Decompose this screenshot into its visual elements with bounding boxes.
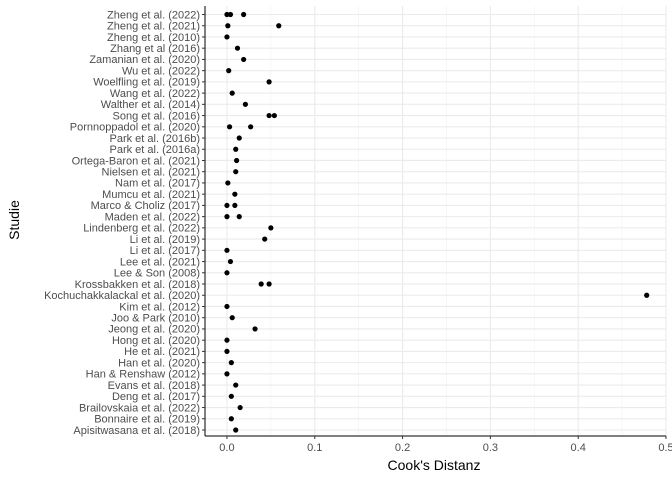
y-tick-label: Bonnaire et al. (2019) [94, 414, 200, 426]
axis-layer [202, 6, 667, 439]
data-point [248, 124, 254, 130]
y-tick-label: Apisitwasana et al. (2018) [73, 425, 200, 437]
x-axis-title: Cook's Distanz [388, 457, 481, 473]
data-point [225, 180, 231, 186]
y-tick-label: Lee & Son (2008) [114, 268, 200, 280]
y-tick-label: Kochuchakkalackal et al. (2020) [44, 290, 200, 302]
data-point [271, 112, 277, 119]
x-tick-label: 0.2 [395, 442, 410, 454]
data-point [224, 214, 230, 220]
data-point [226, 124, 233, 130]
y-tick-label: He et al. (2021) [124, 346, 200, 358]
x-tick-label: 0.1 [307, 442, 322, 454]
y-tick-label: Song et al. (2016) [113, 110, 200, 122]
y-tick-label: Li et al. (2017) [130, 245, 200, 257]
y-tick-label: Deng et al. (2017) [112, 391, 200, 403]
data-point [224, 270, 230, 276]
data-point [226, 68, 232, 74]
y-tick-label: Evans et al. (2018) [108, 380, 200, 392]
y-tick-label: Brailovskaia et al. (2022) [79, 402, 200, 414]
data-point [229, 90, 235, 96]
y-tick-label: Walther et al. (2014) [101, 99, 200, 111]
data-point [266, 112, 272, 119]
y-tick-label: Kim et al. (2012) [119, 301, 200, 313]
data-point [234, 157, 240, 164]
y-tick-label: Zheng et al. (2021) [107, 21, 200, 33]
data-point [266, 281, 272, 287]
y-tick-label: Woelfling et al. (2019) [93, 77, 200, 89]
y-tick-label: Wang et al. (2022) [110, 88, 200, 100]
data-point [232, 191, 238, 197]
y-tick-label: Pornnoppadol et al. (2020) [70, 122, 200, 134]
y-tick-label: Zhang et al (2016) [110, 43, 200, 55]
data-point [242, 101, 248, 107]
y-tick-label: Marco & Choliz (2017) [91, 200, 200, 212]
x-tick-labels: 0.0 0.1 0.2 0.3 0.4 0.5 [219, 442, 672, 454]
y-tick-label: Han et al. (2020) [118, 357, 200, 369]
data-point [224, 34, 230, 40]
y-tick-label: Krossbakken et al. (2018) [75, 279, 200, 291]
y-tick-label: Jeong et al. (2020) [108, 324, 200, 336]
data-point [233, 427, 239, 433]
data-point [224, 303, 230, 310]
y-tick-label: Maden et al. (2022) [105, 211, 200, 223]
y-tick-label: Lee et al. (2021) [120, 256, 200, 268]
data-point [241, 11, 247, 18]
y-tick-label: Park et al. (2016b) [110, 133, 201, 145]
y-tick-label: Wu et al. (2022) [122, 65, 200, 77]
x-tick-label: 0.4 [571, 442, 586, 454]
data-point [228, 393, 234, 399]
data-point [262, 236, 268, 242]
data-point [233, 382, 239, 388]
y-tick-label: Ortega-Baron et al. (2021) [72, 155, 200, 167]
grid-layer [205, 6, 667, 436]
y-tick-label: Hong et al. (2020) [112, 335, 200, 347]
data-point [252, 326, 258, 332]
y-tick-label: Zamanian et al. (2020) [89, 54, 200, 66]
data-point [644, 292, 650, 298]
x-tick-label: 0.3 [483, 442, 498, 454]
data-point [236, 135, 242, 141]
y-tick-label: Nam et al. (2017) [115, 178, 200, 190]
data-point [224, 247, 230, 253]
data-point [236, 214, 242, 220]
y-tick-label: Li et al. (2019) [130, 234, 200, 246]
data-point [234, 45, 241, 51]
data-point [227, 11, 234, 18]
data-point [266, 79, 272, 85]
data-point [227, 258, 234, 265]
data-point [224, 202, 230, 209]
x-tick-label: 0.5 [658, 442, 672, 454]
data-point [229, 315, 235, 321]
y-axis-title: Studie [6, 200, 22, 240]
y-tick-label: Mumcu et al. (2021) [102, 189, 200, 201]
y-tick-label: Joo & Park (2010) [111, 313, 200, 325]
y-tick-label: Zheng et al. (2022) [107, 9, 200, 21]
y-tick-label: Zheng et al. (2010) [107, 32, 200, 44]
data-point [232, 202, 238, 209]
y-tick-label: Park et al. (2016a) [110, 144, 201, 156]
data-point [258, 281, 264, 287]
data-point [224, 371, 230, 377]
y-tick-label: Lindenberg et al. (2022) [83, 223, 200, 235]
data-point [241, 56, 247, 63]
data-point [225, 23, 231, 29]
data-point [224, 348, 230, 354]
data-point [228, 360, 234, 366]
y-tick-label: Han & Renshaw (2012) [86, 369, 200, 381]
data-point [233, 146, 239, 152]
data-point [237, 404, 243, 411]
data-points [224, 11, 650, 433]
x-tick-label: 0.0 [219, 442, 234, 454]
y-tick-labels: Apisitwasana et al. (2018)Bonnaire et al… [44, 9, 201, 437]
data-point [276, 23, 282, 29]
data-point [228, 416, 234, 422]
data-point [224, 337, 230, 343]
data-point [233, 169, 239, 175]
y-tick-label: Nielsen et al. (2021) [102, 167, 200, 179]
data-point [268, 225, 274, 231]
